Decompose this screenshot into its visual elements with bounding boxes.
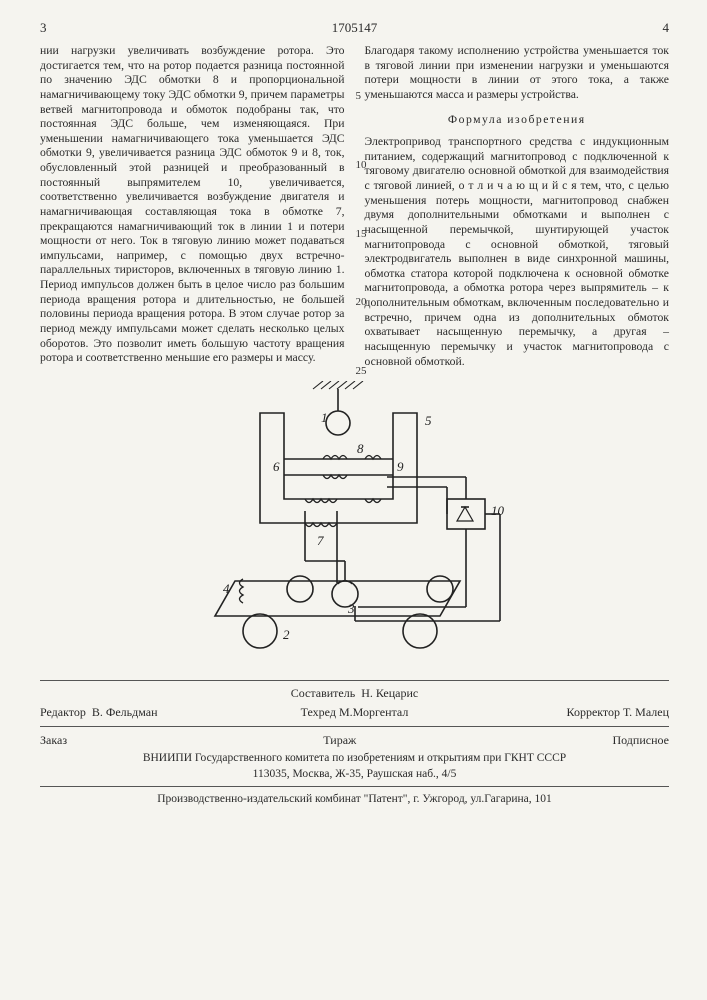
two-columns: нии нагрузки увеличивать возбуждение рот… — [40, 44, 669, 369]
page-num-right: 4 — [663, 20, 670, 36]
svg-text:5: 5 — [425, 413, 432, 428]
footer-addr: 113035, Москва, Ж-35, Раушская наб., 4/5 — [40, 768, 669, 780]
left-column: нии нагрузки увеличивать возбуждение рот… — [40, 44, 345, 369]
corrector-label: Корректор — [567, 705, 621, 719]
footer-org: ВНИИПИ Государственного комитета по изоб… — [40, 752, 669, 764]
editor-label: Редактор — [40, 705, 86, 719]
right-intro: Благодаря такому исполнению устройства у… — [365, 44, 670, 103]
figure: 1 5 6 8 — [40, 381, 669, 666]
footer-print: Производственно-издательский комбинат "П… — [40, 793, 669, 805]
techred-label: Техред — [301, 705, 336, 719]
svg-text:3: 3 — [347, 601, 355, 616]
svg-text:6: 6 — [273, 459, 280, 474]
compiler-name: Н. Кецарис — [361, 686, 418, 700]
svg-text:4: 4 — [223, 581, 230, 596]
doc-number: 1705147 — [332, 20, 378, 36]
techred-name: М.Моргентал — [339, 705, 408, 719]
credits-block: Составитель Н. Кецарис Редактор В. Фельд… — [40, 680, 669, 805]
page: 3 1705147 4 нии нагрузки увеличивать воз… — [0, 0, 707, 1000]
right-column: 5 10 15 20 25 Благодаря такому исполнени… — [365, 44, 670, 369]
corrector-name: Т. Малец — [623, 705, 669, 719]
page-header: 3 1705147 4 — [40, 20, 669, 36]
page-num-left: 3 — [40, 20, 47, 36]
svg-text:2: 2 — [283, 627, 290, 642]
compiler-label: Составитель — [291, 686, 355, 700]
svg-text:10: 10 — [491, 503, 505, 518]
svg-text:7: 7 — [317, 533, 324, 548]
line-numbers: 5 10 15 20 25 — [356, 44, 367, 379]
svg-text:9: 9 — [397, 459, 404, 474]
schematic-svg: 1 5 6 8 — [165, 381, 545, 661]
tiraj-label: Тираж — [323, 733, 356, 748]
editor-name: В. Фельдман — [92, 705, 158, 719]
order-label: Заказ — [40, 733, 67, 748]
left-text: нии нагрузки увеличивать возбуждение рот… — [40, 44, 345, 366]
formula-title: Формула изобретения — [365, 113, 670, 128]
svg-text:8: 8 — [357, 441, 364, 456]
sign-label: Подписное — [612, 733, 669, 748]
order-row: Заказ Тираж Подписное — [40, 733, 669, 748]
claim-text: Электропривод транспортного средства с и… — [365, 135, 670, 369]
svg-text:1: 1 — [321, 410, 328, 425]
